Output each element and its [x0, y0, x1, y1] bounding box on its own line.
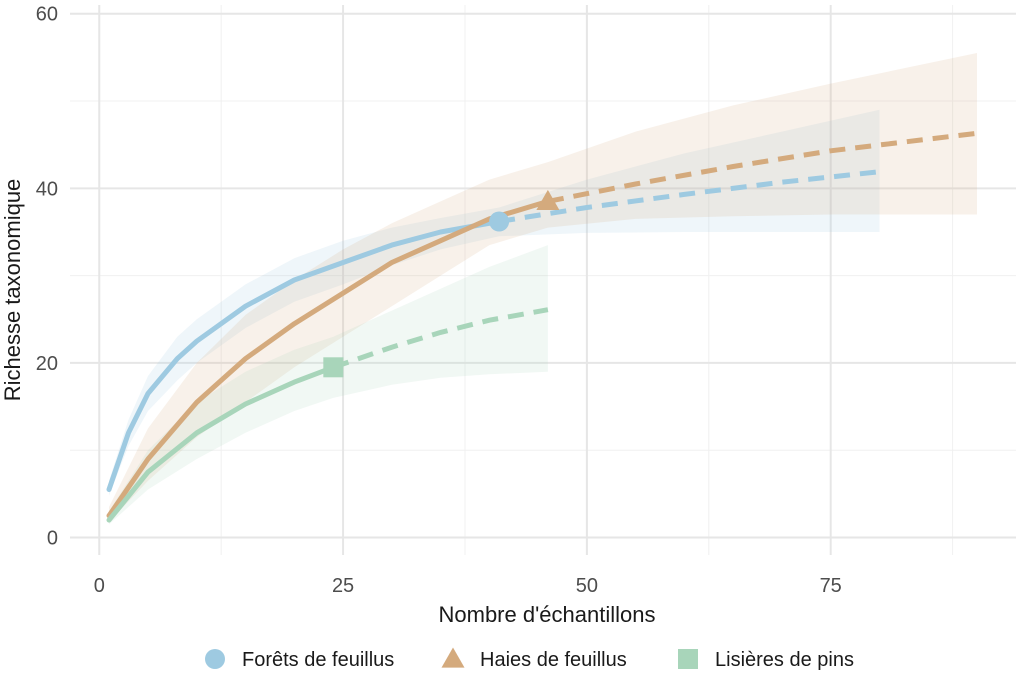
- legend: Forêts de feuillus Haies de feuillus Lisiè…: [205, 647, 854, 671]
- observed-point: [323, 357, 344, 378]
- x-tick-label: 0: [94, 575, 105, 597]
- extrapolated-line: [547, 130, 978, 204]
- interpolated-line: [106, 364, 336, 523]
- ci-ribbon: [109, 109, 880, 496]
- grid: [70, 5, 1016, 555]
- ci-ribbon: [109, 245, 548, 525]
- y-axis-title: Richesse taxonomique: [0, 179, 25, 402]
- interpolated-line: [106, 198, 551, 519]
- series-lines: [106, 130, 978, 523]
- ci-ribbon: [109, 53, 977, 522]
- y-tick-label: 20: [36, 353, 58, 375]
- legend-key: [678, 649, 698, 669]
- y-tick-label: 40: [36, 178, 58, 200]
- y-axis-ticks: 0 20 40 60: [36, 4, 58, 550]
- legend-key: [441, 647, 465, 668]
- x-tick-label: 50: [576, 575, 598, 597]
- legend-label: Forêts de feuillus: [242, 649, 394, 671]
- x-axis-ticks: 0 25 50 75: [94, 575, 842, 597]
- x-tick-label: 25: [332, 575, 354, 597]
- x-tick-label: 75: [820, 575, 842, 597]
- legend-key: [205, 649, 225, 669]
- y-tick-label: 0: [47, 528, 58, 550]
- extrapolated-line: [332, 307, 549, 370]
- confidence-ribbons: [109, 53, 977, 525]
- observed-point: [489, 211, 510, 232]
- observed-markers: [323, 189, 560, 378]
- extrapolated-line: [498, 169, 880, 224]
- x-axis-title: Nombre d'échantillons: [439, 602, 656, 627]
- legend-label: Haies de feuillus: [480, 649, 627, 671]
- legend-label: Lisières de pins: [715, 649, 854, 671]
- interpolated-line: [106, 219, 502, 492]
- y-tick-label: 60: [36, 4, 58, 26]
- observed-point: [536, 189, 560, 211]
